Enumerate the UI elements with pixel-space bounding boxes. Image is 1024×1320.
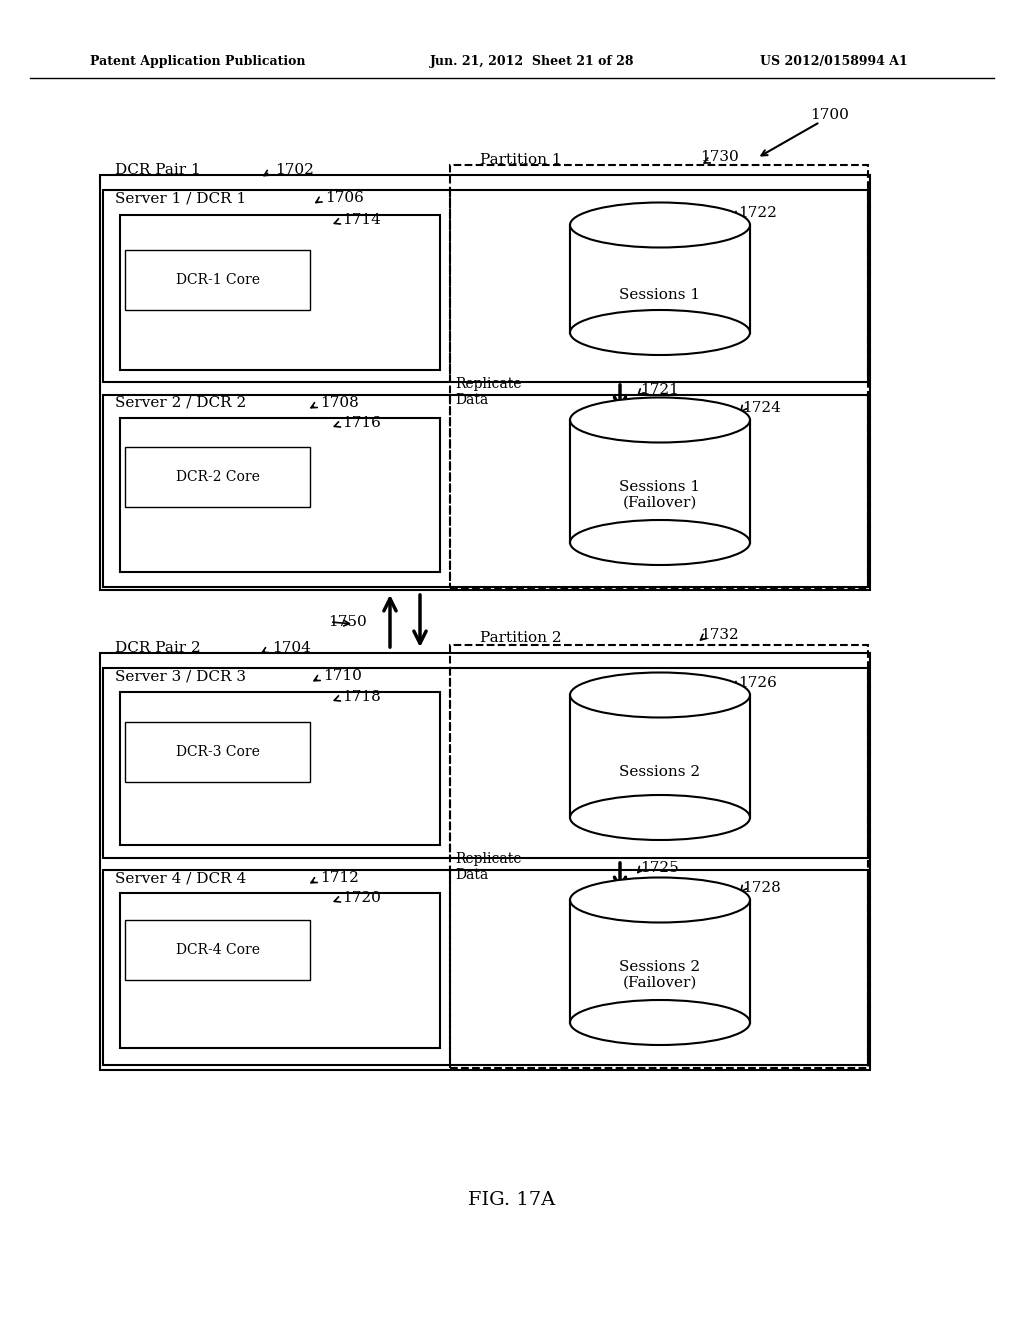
Text: 1718: 1718 [342, 690, 381, 704]
Text: Partition 2: Partition 2 [480, 631, 561, 645]
Text: FIG. 17A: FIG. 17A [468, 1191, 556, 1209]
PathPatch shape [570, 420, 750, 543]
Ellipse shape [570, 202, 750, 248]
Text: DCR Pair 2: DCR Pair 2 [115, 642, 201, 655]
Text: 1725: 1725 [640, 861, 679, 875]
Text: 1716: 1716 [342, 416, 381, 430]
Bar [120, 692, 440, 845]
Text: 1730: 1730 [700, 150, 738, 164]
Bar [100, 176, 870, 590]
Bar [103, 190, 868, 381]
Text: 1712: 1712 [319, 871, 358, 884]
Text: 1710: 1710 [323, 669, 361, 682]
PathPatch shape [570, 696, 750, 817]
Bar [125, 920, 310, 979]
Text: 1704: 1704 [272, 642, 311, 655]
Text: Sessions 1: Sessions 1 [620, 288, 700, 302]
Text: Sessions 2
(Failover): Sessions 2 (Failover) [620, 960, 700, 990]
PathPatch shape [570, 900, 750, 1023]
Ellipse shape [570, 520, 750, 565]
Text: 1702: 1702 [275, 162, 314, 177]
Text: Sessions 1
(Failover): Sessions 1 (Failover) [620, 480, 700, 510]
Text: Server 2 / DCR 2: Server 2 / DCR 2 [115, 396, 246, 411]
Ellipse shape [570, 397, 750, 442]
Bar [125, 447, 310, 507]
Text: 1750: 1750 [328, 615, 367, 630]
Text: US 2012/0158994 A1: US 2012/0158994 A1 [760, 55, 907, 69]
Text: Sessions 2: Sessions 2 [620, 766, 700, 779]
Bar [125, 722, 310, 781]
Bar [125, 249, 310, 310]
FancyBboxPatch shape [570, 224, 750, 333]
FancyBboxPatch shape [570, 420, 750, 543]
Text: 1706: 1706 [325, 191, 364, 205]
Ellipse shape [570, 1001, 750, 1045]
Text: 1728: 1728 [742, 880, 780, 895]
Bar [120, 894, 440, 1048]
Text: DCR Pair 1: DCR Pair 1 [115, 162, 201, 177]
Text: Partition 1: Partition 1 [480, 153, 561, 168]
Text: 1732: 1732 [700, 628, 738, 642]
Text: DCR-1 Core: DCR-1 Core [176, 273, 260, 286]
Text: DCR-3 Core: DCR-3 Core [176, 744, 260, 759]
Ellipse shape [570, 310, 750, 355]
Text: Patent Application Publication: Patent Application Publication [90, 55, 305, 69]
Bar [450, 165, 868, 587]
Text: Replicate
Data: Replicate Data [455, 851, 521, 882]
Bar [103, 870, 868, 1065]
Ellipse shape [570, 672, 750, 718]
FancyBboxPatch shape [570, 696, 750, 817]
Text: DCR-4 Core: DCR-4 Core [176, 942, 260, 957]
Bar [103, 668, 868, 858]
Text: Jun. 21, 2012  Sheet 21 of 28: Jun. 21, 2012 Sheet 21 of 28 [430, 55, 635, 69]
Text: Server 1 / DCR 1: Server 1 / DCR 1 [115, 191, 246, 205]
Text: 1714: 1714 [342, 213, 381, 227]
Text: Server 4 / DCR 4: Server 4 / DCR 4 [115, 871, 246, 884]
Bar [103, 395, 868, 587]
Text: 1724: 1724 [742, 401, 781, 414]
Bar [120, 418, 440, 572]
Text: DCR-2 Core: DCR-2 Core [176, 470, 260, 484]
FancyBboxPatch shape [570, 900, 750, 1023]
Ellipse shape [570, 795, 750, 840]
Text: 1700: 1700 [810, 108, 849, 121]
Text: Server 3 / DCR 3: Server 3 / DCR 3 [115, 669, 246, 682]
Text: 1726: 1726 [738, 676, 777, 690]
Bar [100, 653, 870, 1071]
Bar [450, 645, 868, 1068]
Text: 1721: 1721 [640, 383, 679, 397]
Text: 1722: 1722 [738, 206, 777, 220]
PathPatch shape [570, 224, 750, 333]
Ellipse shape [570, 878, 750, 923]
Text: 1708: 1708 [319, 396, 358, 411]
Text: 1720: 1720 [342, 891, 381, 906]
Bar [120, 215, 440, 370]
Text: Replicate
Data: Replicate Data [455, 378, 521, 407]
